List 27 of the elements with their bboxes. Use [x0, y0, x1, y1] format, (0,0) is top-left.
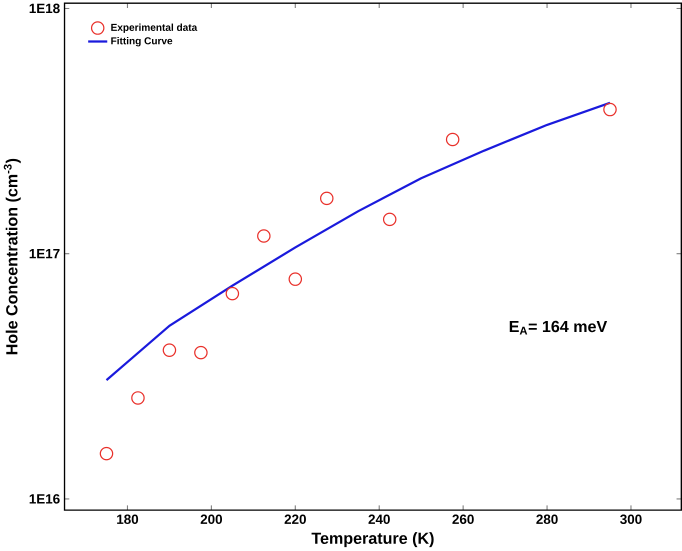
point: [320, 192, 334, 206]
point: [131, 391, 145, 405]
x-tick-label: 200: [200, 514, 222, 524]
annotation: E$_{A}$= 164 meV: [510, 320, 608, 334]
y-axis-title: Hole Concentration (cm$^{-3}$): [4, 158, 21, 354]
point: [162, 343, 176, 357]
legend-label: Experimental data: [111, 24, 198, 33]
point: [226, 286, 240, 300]
point: [100, 446, 114, 460]
x-tick-label: 180: [117, 514, 138, 524]
point: [288, 272, 302, 286]
y-tick-label: 1E17: [30, 249, 60, 258]
line-series: [105, 102, 612, 382]
x-tick-label: 280: [536, 514, 558, 524]
point: [446, 132, 460, 146]
x-tick-label: 240: [368, 514, 390, 524]
legend-label: Fitting Curve: [111, 37, 172, 46]
y-tick-label: 1E18: [30, 4, 60, 14]
point: [382, 212, 396, 226]
x-axis-title: Temperature (K): [312, 532, 434, 548]
x-tick-label: 300: [620, 514, 642, 524]
y-tick-label: 1E16: [30, 494, 60, 504]
point: [603, 102, 617, 116]
x-tick-label: 260: [452, 514, 474, 524]
x-tick-label: 220: [284, 514, 306, 524]
point: [257, 229, 271, 243]
point: [194, 346, 208, 360]
